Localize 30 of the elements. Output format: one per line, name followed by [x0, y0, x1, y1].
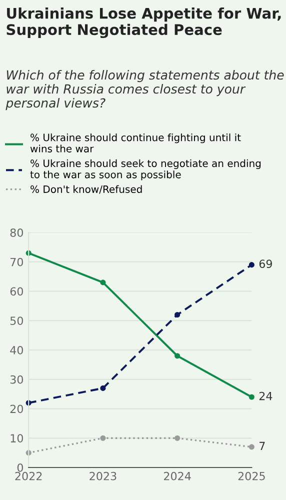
- point: [100, 385, 106, 391]
- y-tick-label: 10: [10, 434, 23, 443]
- y-tick-label: 70: [10, 258, 23, 266]
- y-tick-label: 80: [10, 228, 23, 237]
- y-tick-label: 20: [10, 404, 23, 414]
- y-tick-label: 60: [10, 287, 23, 296]
- chart-subtitle: Which of the following statements about the war with Russia comes closest to your personal views?: [6, 70, 284, 110]
- data-label: 69: [259, 260, 272, 268]
- y-tick-label: 50: [10, 316, 23, 326]
- x-tick-label: 2025: [238, 472, 265, 480]
- point: [174, 435, 180, 441]
- y-tick-label: 40: [10, 346, 23, 354]
- point: [248, 262, 254, 268]
- point: [100, 280, 106, 286]
- y-tick-label: 0: [17, 463, 23, 472]
- point: [100, 435, 106, 441]
- legend-label: % Ukraine should continue fighting until it wins the war: [30, 134, 241, 152]
- x-tick-label: 2023: [90, 472, 116, 480]
- legend-label: % Ukraine should seek to negotiate an ending to the war as soon as possible: [30, 159, 261, 180]
- x-tick-label: 2022: [15, 472, 42, 480]
- point: [248, 444, 254, 450]
- chart-title: Ukrainians Lose Appetite for War, Support Negotiated Peace: [6, 8, 281, 38]
- y-tick-label: 30: [10, 375, 23, 384]
- x-tick-label: 2024: [164, 472, 191, 480]
- point: [174, 353, 180, 359]
- point: [248, 394, 254, 400]
- data-label: 24: [259, 392, 272, 400]
- point: [174, 312, 180, 318]
- legend-label: % Don't know/Refused: [30, 185, 142, 194]
- data-label: 7: [260, 442, 265, 450]
